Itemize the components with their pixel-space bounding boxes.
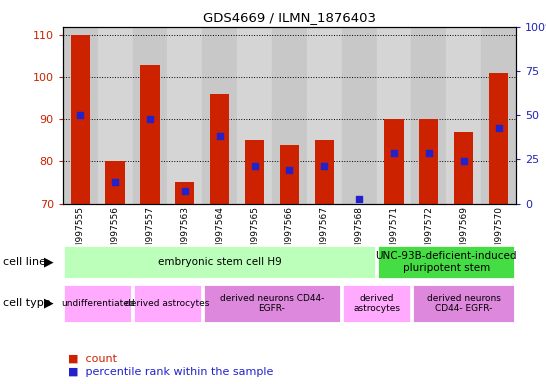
Point (390, 150, 399, 156)
Point (76, 112, 85, 118)
Text: embryonic stem cell H9: embryonic stem cell H9 (158, 257, 282, 267)
Bar (272, 27, 307, 204)
Bar (133, 284, 201, 323)
Bar (168, 27, 202, 204)
Text: UNC-93B-deficient-induced
pluripotent stem: UNC-93B-deficient-induced pluripotent st… (376, 251, 517, 273)
Point (320, 162, 329, 169)
Text: derived
astrocytes: derived astrocytes (353, 294, 400, 313)
Bar (237, 27, 272, 204)
Bar (411, 27, 446, 204)
Bar (203, 284, 341, 323)
Bar (105, 161, 124, 204)
Bar (210, 94, 229, 204)
Bar (63, 27, 98, 204)
Bar (280, 145, 299, 204)
Bar (202, 27, 237, 204)
Bar (481, 27, 516, 204)
Text: ▶: ▶ (44, 256, 54, 268)
Bar (307, 27, 342, 204)
Point (146, 116, 155, 122)
Point (424, 150, 433, 156)
Bar (384, 119, 403, 204)
Title: GDS4669 / ILMN_1876403: GDS4669 / ILMN_1876403 (203, 11, 376, 24)
Bar (412, 284, 515, 323)
Bar (454, 132, 473, 204)
Bar (140, 65, 159, 204)
Text: cell type: cell type (3, 298, 50, 308)
Point (285, 167, 294, 173)
Bar (489, 73, 508, 204)
Text: ▶: ▶ (44, 297, 54, 310)
Bar (377, 245, 515, 279)
Point (111, 179, 120, 185)
Point (459, 158, 468, 164)
Bar (98, 27, 133, 204)
Text: ■  count: ■ count (68, 354, 117, 364)
Point (215, 133, 224, 139)
Text: derived neurons CD44-
EGFR-: derived neurons CD44- EGFR- (219, 294, 324, 313)
Point (180, 188, 189, 194)
Text: derived astrocytes: derived astrocytes (125, 299, 210, 308)
Bar (314, 141, 334, 204)
Bar (63, 245, 376, 279)
Bar (377, 27, 411, 204)
Point (250, 162, 259, 169)
Text: cell line: cell line (3, 257, 46, 267)
Bar (70, 35, 90, 204)
Text: undifferentiated: undifferentiated (61, 299, 134, 308)
Bar (175, 182, 194, 204)
Bar (245, 141, 264, 204)
Bar (63, 284, 132, 323)
Point (494, 125, 503, 131)
Bar (419, 119, 438, 204)
Bar (342, 27, 377, 204)
Bar (342, 284, 411, 323)
Text: ■  percentile rank within the sample: ■ percentile rank within the sample (68, 367, 274, 377)
Point (355, 196, 364, 202)
Text: derived neurons
CD44- EGFR-: derived neurons CD44- EGFR- (427, 294, 501, 313)
Bar (446, 27, 481, 204)
Bar (133, 27, 168, 204)
